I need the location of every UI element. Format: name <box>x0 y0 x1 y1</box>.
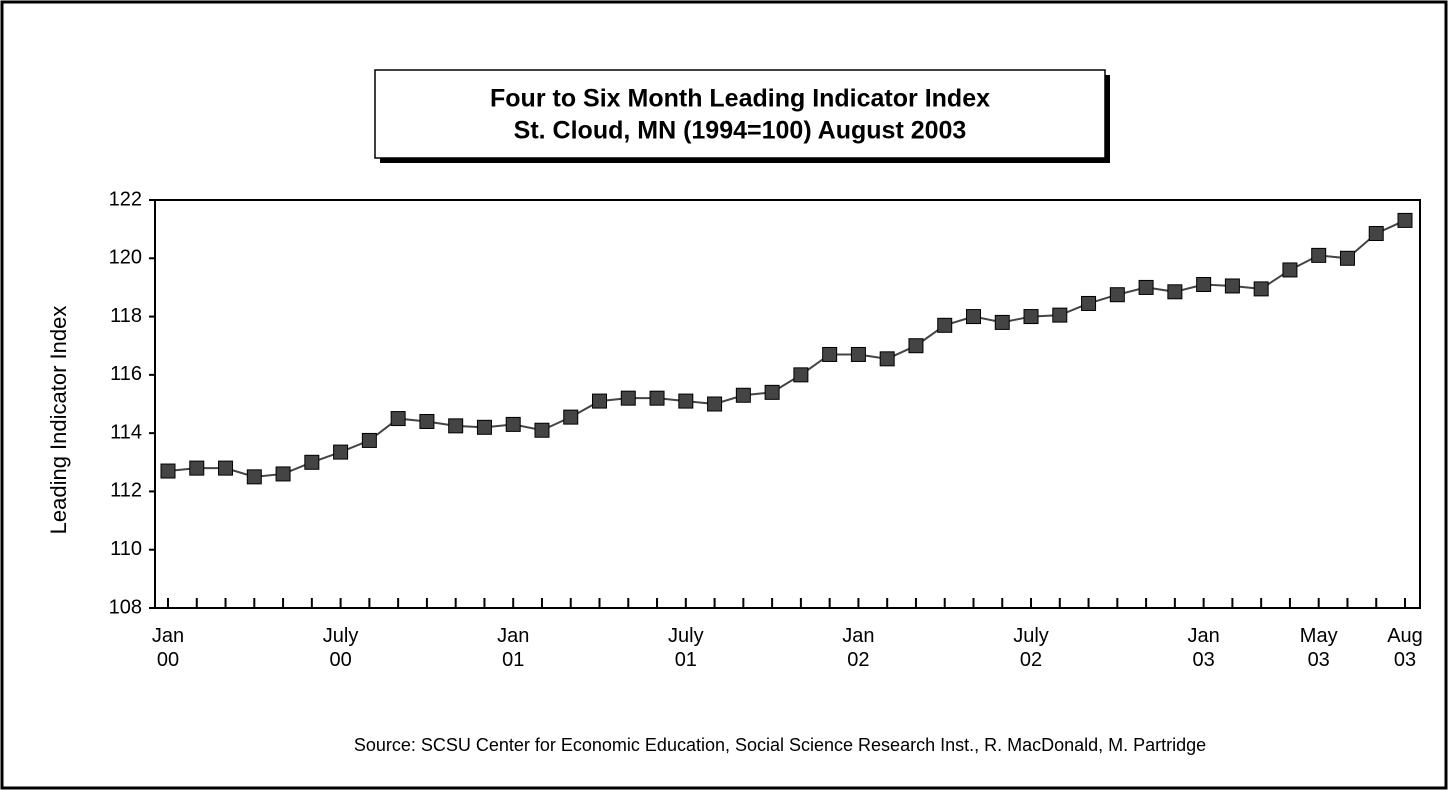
chart-subtitle: St. Cloud, MN (1994=100) August 2003 <box>514 117 967 145</box>
data-point <box>793 367 809 383</box>
data-point <box>246 469 262 485</box>
data-point <box>476 419 492 435</box>
y-tick-label: 120 <box>109 247 142 269</box>
plot-frame <box>154 199 1421 609</box>
data-point <box>937 317 953 333</box>
data-point <box>1339 250 1355 266</box>
y-tick-label: 108 <box>109 596 142 618</box>
data-point <box>620 390 636 406</box>
data-point <box>1138 279 1154 295</box>
data-point <box>419 413 435 429</box>
data-point <box>563 409 579 425</box>
data-point <box>1052 307 1068 323</box>
y-tick-label: 118 <box>110 305 142 327</box>
data-point <box>735 387 751 403</box>
y-axis-label: Leading Indicator Index <box>46 306 71 535</box>
data-point <box>448 418 464 434</box>
data-point <box>275 466 291 482</box>
data-point <box>965 309 981 325</box>
data-point <box>505 416 521 432</box>
data-point <box>1081 295 1097 311</box>
data-point <box>1023 309 1039 325</box>
x-tick-label: Jan 03 <box>1187 625 1220 671</box>
x-tick-label: July 00 <box>322 625 359 671</box>
x-tick-label: Jan 02 <box>842 625 875 671</box>
data-point <box>189 460 205 476</box>
data-point <box>534 422 550 438</box>
data-point <box>1109 287 1125 303</box>
x-tick-label: Aug 03 <box>1387 625 1423 671</box>
data-point <box>822 346 838 362</box>
source-note: Source: SCSU Center for Economic Educati… <box>354 735 1206 755</box>
data-point <box>1311 247 1327 263</box>
data-point <box>1282 262 1298 278</box>
data-point <box>879 351 895 367</box>
data-point <box>333 444 349 460</box>
chart-title: Four to Six Month Leading Indicator Inde… <box>490 85 990 113</box>
data-point <box>994 314 1010 330</box>
x-tick-label: Jan 01 <box>497 625 530 671</box>
data-point <box>707 396 723 412</box>
data-point <box>160 463 176 479</box>
data-point <box>764 384 780 400</box>
data-point <box>592 393 608 409</box>
data-point <box>1397 212 1413 228</box>
data-point <box>908 338 924 354</box>
y-tick-label: 122 <box>109 188 142 210</box>
data-point <box>218 460 234 476</box>
data-point <box>1167 284 1183 300</box>
data-point <box>1368 226 1384 242</box>
data-point <box>1224 278 1240 294</box>
y-tick-label: 112 <box>110 480 142 502</box>
data-point <box>390 411 406 427</box>
x-tick-label: May 03 <box>1299 625 1338 671</box>
y-tick-label: 110 <box>110 538 142 560</box>
data-point <box>850 346 866 362</box>
data-point <box>361 432 377 448</box>
data-point <box>649 390 665 406</box>
y-tick-label: 116 <box>110 363 142 385</box>
data-point <box>1196 277 1212 293</box>
data-point <box>304 454 320 470</box>
x-tick-label: July 01 <box>668 625 704 671</box>
title-box <box>374 69 1106 159</box>
y-tick-label: 114 <box>110 421 142 443</box>
data-point <box>678 393 694 409</box>
data-point <box>1253 281 1269 297</box>
x-tick-label: Jan 00 <box>151 625 185 671</box>
x-tick-label: July 02 <box>1013 625 1049 671</box>
